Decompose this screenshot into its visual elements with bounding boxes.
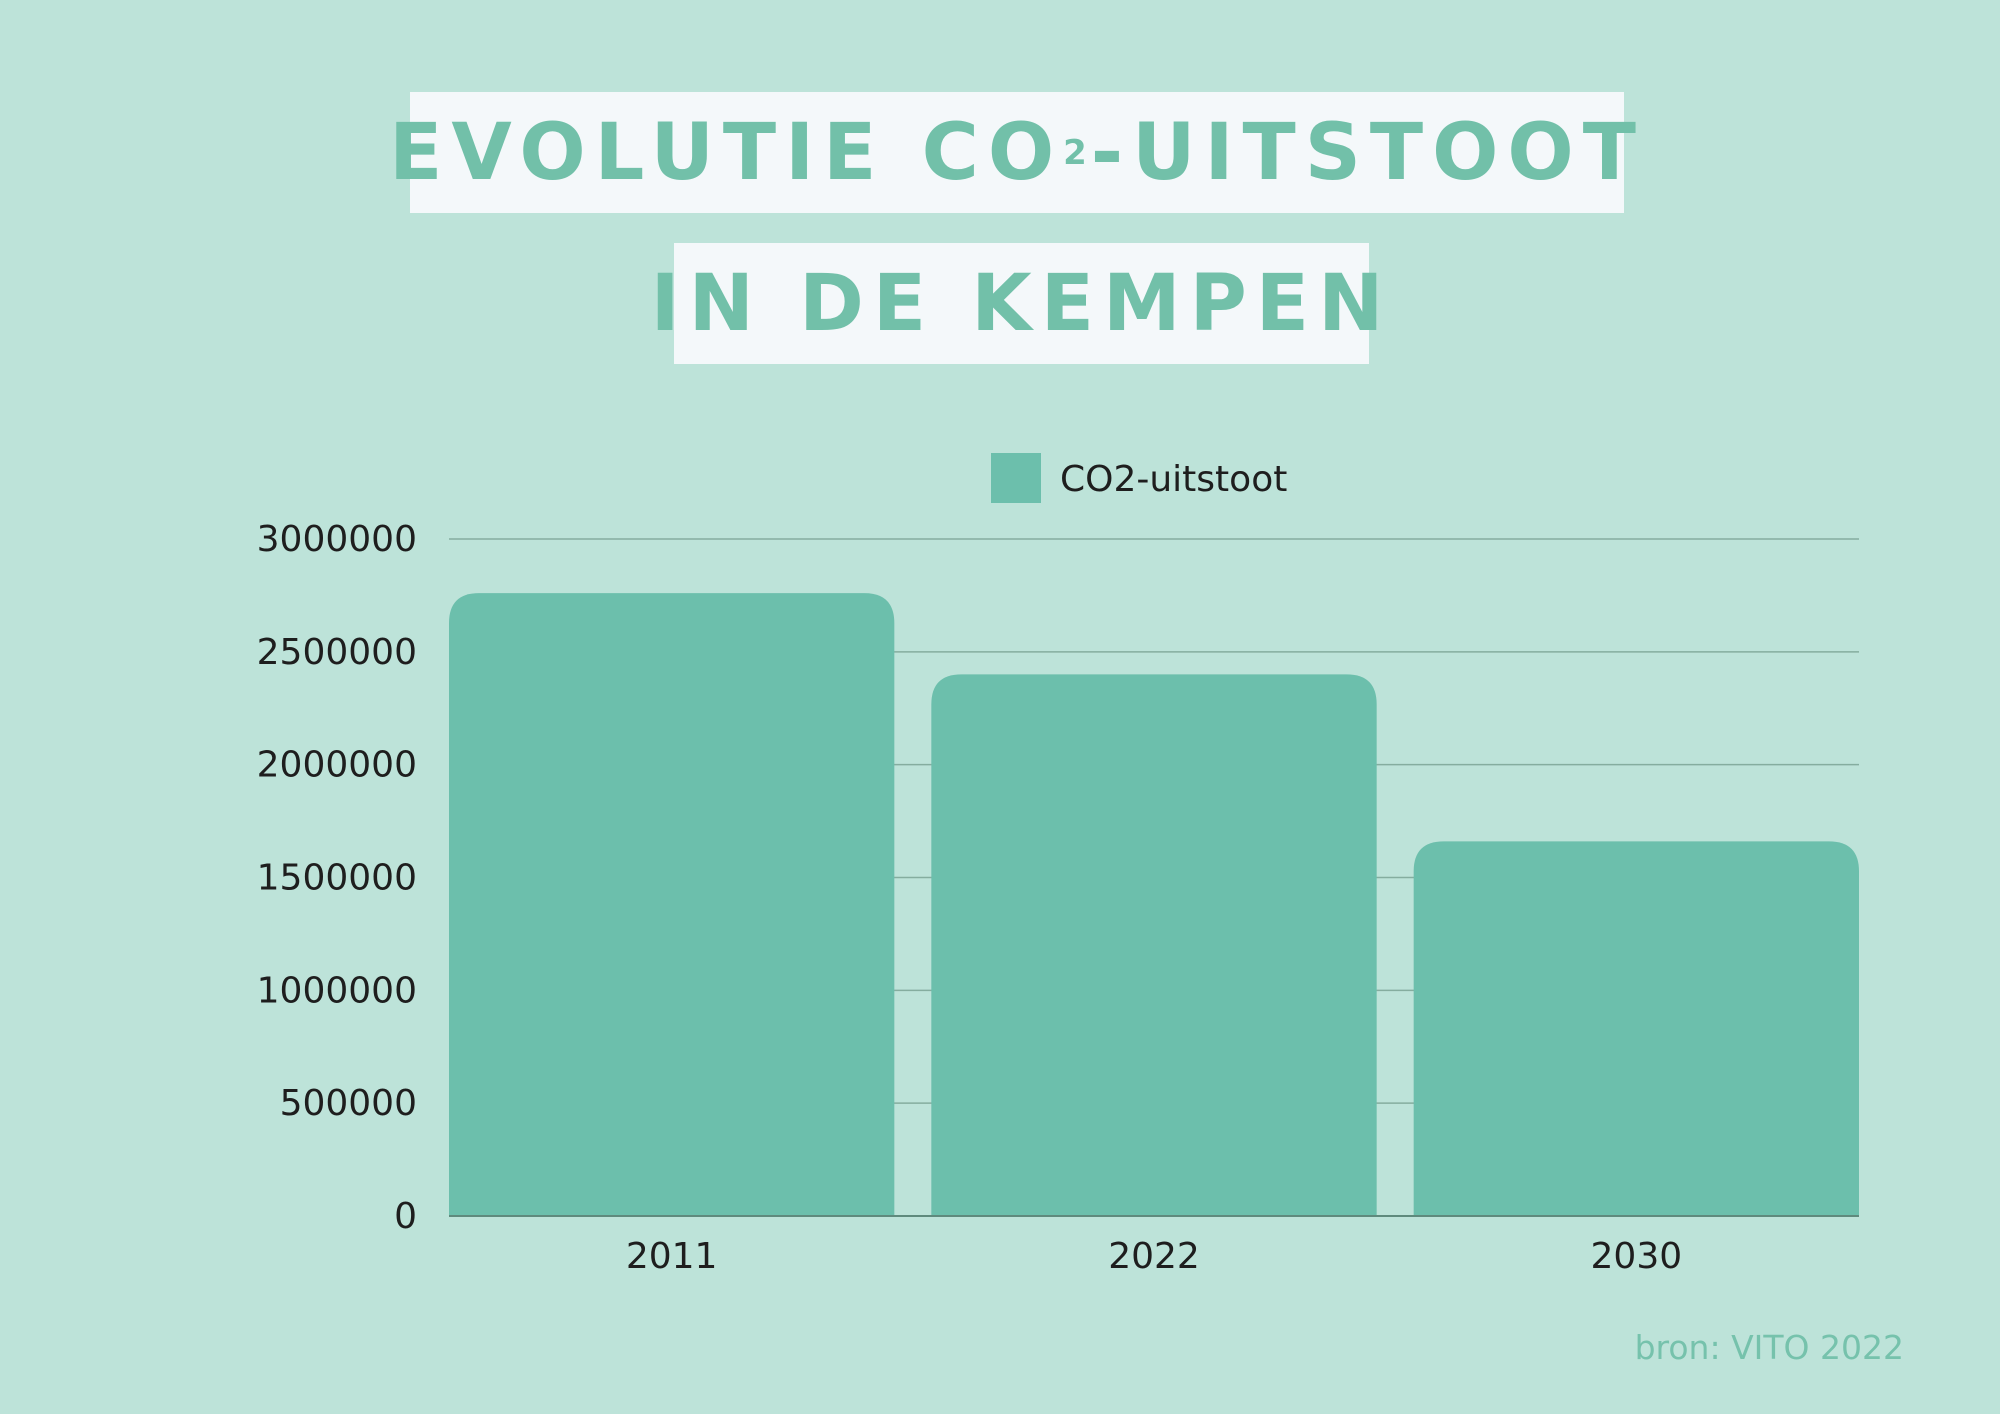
y-tick-label: 3000000	[257, 519, 417, 560]
legend-label: CO2-uitstoot	[1060, 459, 1287, 500]
bar-2022	[931, 674, 1377, 1216]
title-text-prefix: EVOLUTIE CO	[389, 107, 1064, 198]
x-tick-label: 2030	[1591, 1236, 1683, 1277]
title-text-suffix: -UITSTOOT	[1090, 107, 1645, 198]
title-text-line2: IN DE KEMPEN	[650, 258, 1393, 349]
y-tick-label: 0	[394, 1196, 417, 1237]
chart-title-line1: EVOLUTIE CO 2 -UITSTOOT	[389, 92, 1636, 213]
x-tick-label: 2011	[626, 1236, 718, 1277]
legend-swatch	[991, 453, 1041, 503]
y-tick-label: 2500000	[257, 632, 417, 673]
x-tick-label: 2022	[1108, 1236, 1200, 1277]
bar-2011	[449, 593, 895, 1216]
source-note: bron: VITO 2022	[1634, 1328, 1904, 1367]
y-tick-label: 500000	[280, 1083, 417, 1124]
title-subscript: 2	[1063, 132, 1087, 173]
chart-title-line2: IN DE KEMPEN	[651, 243, 1383, 364]
y-tick-label: 2000000	[257, 745, 417, 786]
y-tick-label: 1500000	[257, 858, 417, 899]
y-tick-label: 1000000	[257, 970, 417, 1011]
bar-2030	[1413, 841, 1859, 1216]
